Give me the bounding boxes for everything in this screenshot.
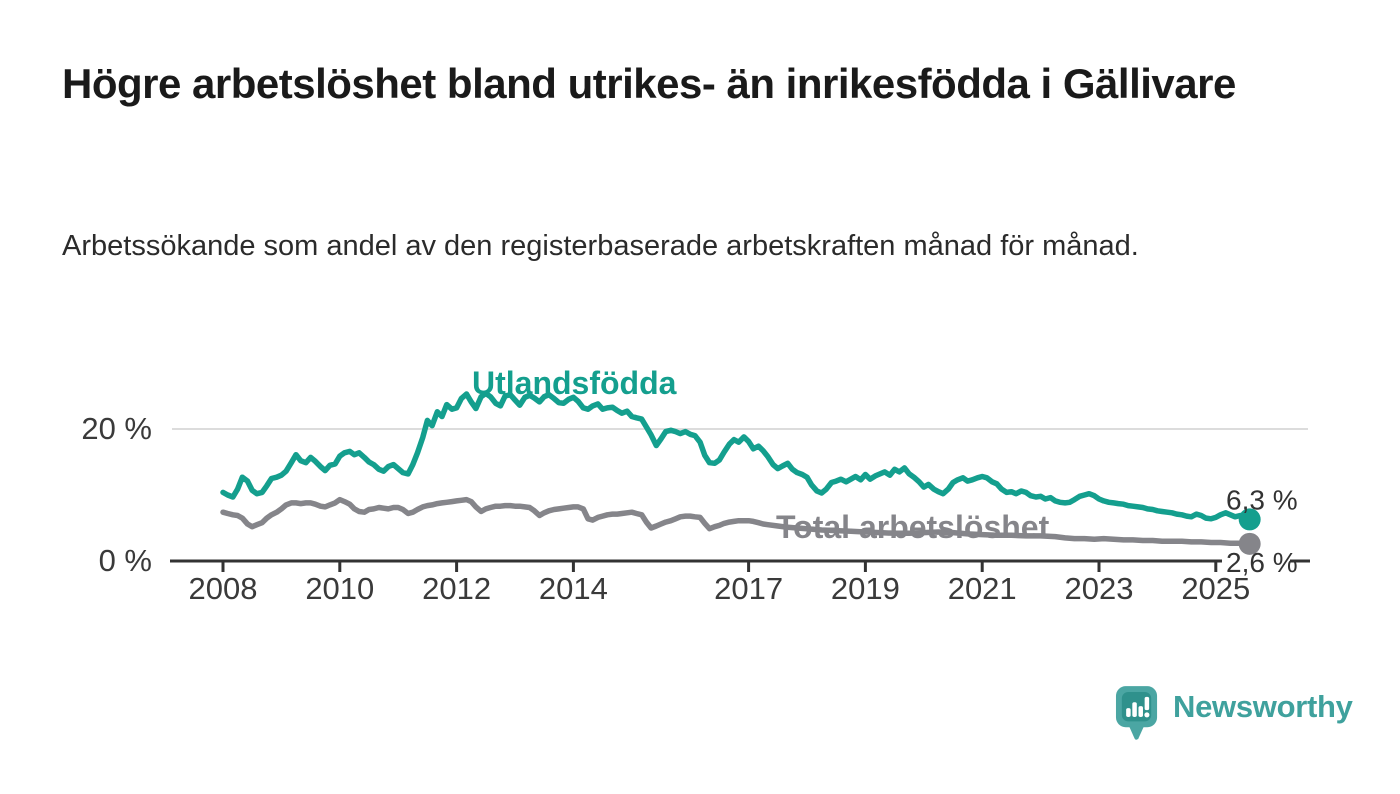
series-label-0: Utlandsfödda [472,365,677,401]
series-endpoint-dot-1 [1238,532,1261,555]
x-tick-label-2025: 2025 [1181,571,1250,606]
series-end-label-0: 6,3 % [1226,484,1298,515]
x-tick-label-2014: 2014 [539,571,608,606]
x-tick-label-2017: 2017 [714,571,783,606]
x-tick-label-2010: 2010 [305,571,374,606]
x-tick-label-2021: 2021 [948,571,1017,606]
series-line-0 [220,390,1253,523]
y-tick-label-20: 20 % [81,411,152,446]
chart-subtitle: Arbetssökande som andel av den registerb… [62,230,1139,262]
series-line-1 [220,496,1253,547]
series-end-label-1: 2,6 % [1226,547,1298,578]
page-title: Högre arbetslöshet bland utrikes- än inr… [62,60,1236,107]
y-tick-label-0: 0 % [99,543,152,578]
newsworthy-logo: Newsworthy [1115,685,1353,745]
logo-barchart-icon [1126,696,1150,718]
line-chart: 2008 2010 2012 2014 2017 2019 2021 2023 2025 0 % 2… [81,365,1310,606]
newsworthy-wordmark: Newsworthy [1173,689,1353,724]
logo-bubble-tail [1128,724,1145,740]
series-endpoint-dot-0 [1238,508,1261,531]
x-tick-label-2019: 2019 [831,571,900,606]
x-tick-label-2008: 2008 [189,571,258,606]
series-label-1: Total arbetslöshet [776,509,1050,545]
x-tick-label-2012: 2012 [422,571,491,606]
x-tick-label-2023: 2023 [1065,571,1134,606]
newsworthy-logo-icon [1115,686,1158,740]
